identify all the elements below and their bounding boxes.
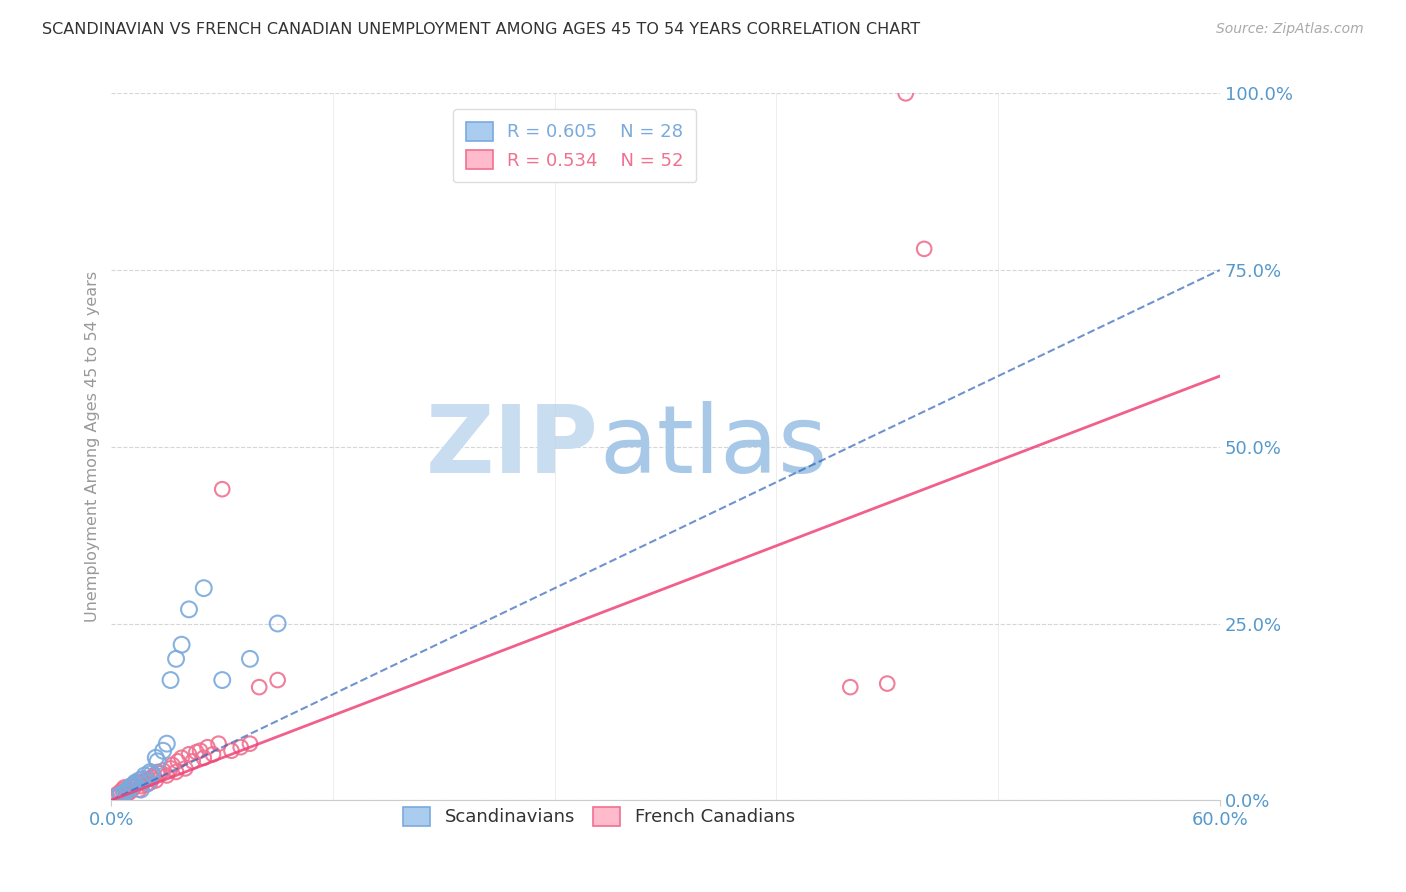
Point xyxy=(121,779,143,793)
Point xyxy=(128,782,150,797)
Point xyxy=(165,652,187,666)
Point xyxy=(117,782,139,797)
Point xyxy=(107,786,129,800)
Point xyxy=(207,737,229,751)
Point xyxy=(912,242,935,256)
Point xyxy=(167,755,190,769)
Point xyxy=(105,788,128,802)
Point xyxy=(181,755,204,769)
Point xyxy=(266,673,288,687)
Y-axis label: Unemployment Among Ages 45 to 54 years: Unemployment Among Ages 45 to 54 years xyxy=(86,271,100,623)
Point xyxy=(162,757,184,772)
Point xyxy=(132,772,155,786)
Point xyxy=(177,747,200,762)
Point xyxy=(239,652,262,666)
Point xyxy=(156,737,179,751)
Point xyxy=(193,751,215,765)
Point xyxy=(105,789,128,804)
Point xyxy=(165,764,187,779)
Point xyxy=(876,676,898,690)
Point xyxy=(159,673,181,687)
Legend: Scandinavians, French Canadians: Scandinavians, French Canadians xyxy=(396,800,801,834)
Point xyxy=(124,775,146,789)
Point xyxy=(121,782,143,797)
Point xyxy=(112,780,135,795)
Point xyxy=(247,680,270,694)
Point xyxy=(170,638,193,652)
Point xyxy=(152,744,174,758)
Point xyxy=(110,788,132,802)
Point xyxy=(118,785,141,799)
Point xyxy=(201,747,224,762)
Point xyxy=(124,778,146,792)
Point xyxy=(128,773,150,788)
Point xyxy=(211,673,233,687)
Point xyxy=(134,768,156,782)
Point xyxy=(894,87,917,101)
Point xyxy=(141,771,163,785)
Point xyxy=(118,780,141,795)
Point xyxy=(122,778,145,792)
Point xyxy=(839,680,862,694)
Point xyxy=(156,768,179,782)
Point xyxy=(174,761,197,775)
Point xyxy=(135,778,157,792)
Text: Source: ZipAtlas.com: Source: ZipAtlas.com xyxy=(1216,22,1364,37)
Point xyxy=(139,775,162,789)
Point xyxy=(152,764,174,778)
Text: atlas: atlas xyxy=(599,401,827,492)
Point xyxy=(170,751,193,765)
Point xyxy=(127,775,149,789)
Point xyxy=(110,785,132,799)
Point xyxy=(229,740,252,755)
Point xyxy=(138,772,160,786)
Point xyxy=(159,761,181,775)
Point xyxy=(186,745,208,759)
Point xyxy=(146,764,169,779)
Point xyxy=(266,616,288,631)
Point xyxy=(134,773,156,788)
Text: ZIP: ZIP xyxy=(426,401,599,492)
Point xyxy=(141,766,163,780)
Point xyxy=(122,780,145,795)
Point xyxy=(132,775,155,789)
Point xyxy=(111,782,134,797)
Point xyxy=(148,766,170,780)
Point xyxy=(211,482,233,496)
Point xyxy=(117,786,139,800)
Point xyxy=(221,744,243,758)
Point xyxy=(129,779,152,793)
Text: SCANDINAVIAN VS FRENCH CANADIAN UNEMPLOYMENT AMONG AGES 45 TO 54 YEARS CORRELATI: SCANDINAVIAN VS FRENCH CANADIAN UNEMPLOY… xyxy=(42,22,921,37)
Point xyxy=(193,581,215,595)
Point xyxy=(197,740,219,755)
Point xyxy=(139,764,162,779)
Point xyxy=(146,755,169,769)
Point xyxy=(129,782,152,797)
Point xyxy=(118,779,141,793)
Point xyxy=(145,773,167,788)
Point xyxy=(239,737,262,751)
Point xyxy=(188,744,211,758)
Point xyxy=(145,751,167,765)
Point xyxy=(115,788,138,802)
Point xyxy=(115,785,138,799)
Point xyxy=(138,775,160,789)
Point xyxy=(104,789,127,804)
Point xyxy=(177,602,200,616)
Point xyxy=(142,768,165,782)
Point xyxy=(112,786,135,800)
